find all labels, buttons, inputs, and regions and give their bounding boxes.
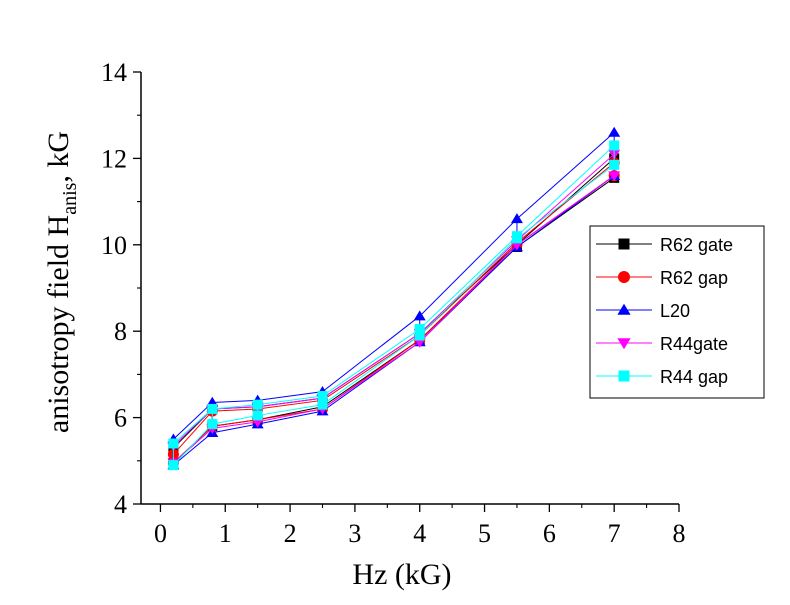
data-point — [413, 310, 426, 321]
data-point — [510, 213, 523, 224]
data-point — [317, 399, 328, 410]
x-tick-label: 7 — [608, 519, 621, 548]
y-axis-title-suffix: , kG — [42, 131, 75, 183]
legend-label: R44gate — [660, 334, 728, 354]
legend-box — [589, 225, 765, 399]
data-point — [168, 438, 179, 449]
legend-marker — [618, 238, 630, 250]
y-axis-title-subscript: anis — [59, 182, 81, 214]
series-line-upper — [173, 132, 615, 440]
legend-entry: L20 — [596, 301, 690, 321]
data-point — [207, 419, 218, 430]
data-point — [168, 460, 179, 471]
legend-marker — [618, 271, 630, 283]
series-line-lower — [173, 177, 615, 464]
legend-entry: R62 gate — [596, 235, 733, 255]
x-axis-title: Hz (kG) — [352, 558, 451, 591]
legend-entry: R62 gap — [596, 268, 728, 288]
data-point — [317, 391, 328, 401]
x-tick-label: 2 — [284, 519, 297, 548]
data-point — [608, 171, 621, 182]
data-point — [609, 159, 620, 170]
x-tick-label: 3 — [348, 519, 361, 548]
series-line-upper — [173, 158, 615, 449]
legend-label: L20 — [660, 301, 690, 321]
legend-label: R62 gate — [660, 235, 733, 255]
legend: R62 gate R62 gap L20 R44gate R44 gap — [589, 225, 765, 399]
series-line-upper — [173, 145, 615, 444]
series-line-upper — [173, 153, 615, 447]
legend-entry: R44 gap — [596, 367, 728, 387]
y-tick-label: 12 — [101, 144, 127, 173]
series-line-lower — [173, 175, 615, 466]
legend-label: R44 gap — [660, 367, 728, 387]
x-tick-label: 4 — [413, 519, 426, 548]
y-axis-title: anisotropy field Hanis, kG — [42, 131, 81, 433]
y-tick-label: 6 — [114, 404, 127, 433]
legend-marker — [618, 370, 630, 382]
legend-entry: R44gate — [596, 334, 728, 354]
legend-label: R62 gap — [660, 268, 728, 288]
data-point — [252, 399, 263, 410]
series-r62-gate — [168, 153, 620, 468]
x-tick-label: 5 — [478, 519, 491, 548]
y-tick-label: 10 — [101, 231, 127, 260]
x-tick-label: 0 — [154, 519, 167, 548]
series-line-lower — [173, 164, 615, 466]
y-tick-label: 14 — [101, 58, 127, 87]
series-r44-gap — [168, 140, 620, 471]
y-tick-label: 4 — [114, 490, 127, 519]
data-point — [608, 126, 621, 137]
data-point — [252, 410, 263, 421]
data-point — [414, 330, 425, 341]
data-point — [511, 233, 522, 244]
series-line-lower — [173, 175, 615, 464]
legend-marker — [617, 338, 631, 350]
x-tick-label: 8 — [673, 519, 686, 548]
legend-marker — [617, 303, 631, 315]
plot-area — [167, 126, 621, 471]
series-r44gate — [167, 149, 621, 469]
y-tick-label: 8 — [114, 317, 127, 346]
y-axis-title-main: anisotropy field H — [42, 215, 75, 433]
data-point — [207, 403, 218, 414]
data-point — [609, 140, 620, 151]
series-line-lower — [173, 175, 615, 464]
x-tick-label: 6 — [543, 519, 556, 548]
data-point — [414, 324, 425, 335]
series-l20 — [167, 126, 621, 470]
x-tick-label: 1 — [219, 519, 232, 548]
